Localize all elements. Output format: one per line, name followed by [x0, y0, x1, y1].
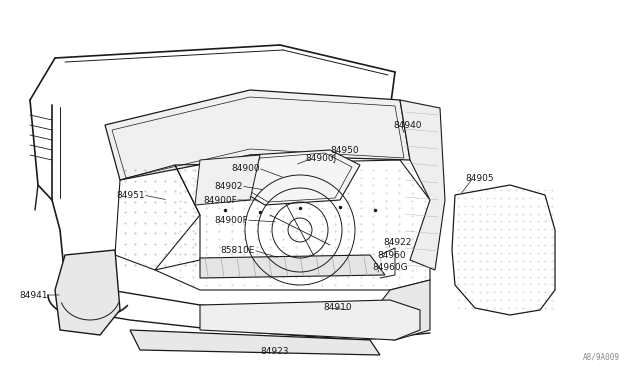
Polygon shape — [400, 100, 445, 270]
Text: 84910: 84910 — [323, 304, 351, 312]
Text: 84902: 84902 — [214, 182, 243, 190]
Text: 84941: 84941 — [19, 291, 48, 299]
Text: 84960G: 84960G — [372, 263, 408, 273]
Text: 84900J: 84900J — [305, 154, 336, 163]
Polygon shape — [240, 150, 360, 205]
Text: A8/9A009: A8/9A009 — [583, 353, 620, 362]
Text: 84922: 84922 — [383, 237, 412, 247]
Text: 84960: 84960 — [377, 250, 406, 260]
Text: 84951: 84951 — [116, 190, 145, 199]
Polygon shape — [105, 90, 410, 180]
Text: 84900F: 84900F — [204, 196, 237, 205]
Text: 84950: 84950 — [330, 145, 358, 154]
Text: 84900: 84900 — [232, 164, 260, 173]
Text: 85810E: 85810E — [221, 246, 255, 254]
Text: 84923: 84923 — [260, 347, 289, 356]
Polygon shape — [355, 280, 430, 340]
Polygon shape — [195, 155, 260, 205]
Polygon shape — [200, 300, 420, 340]
Polygon shape — [130, 330, 380, 355]
Text: 84940: 84940 — [393, 121, 422, 129]
Polygon shape — [55, 250, 120, 335]
Text: 84905: 84905 — [465, 173, 493, 183]
Polygon shape — [200, 255, 385, 278]
Text: 84900F: 84900F — [214, 215, 248, 224]
